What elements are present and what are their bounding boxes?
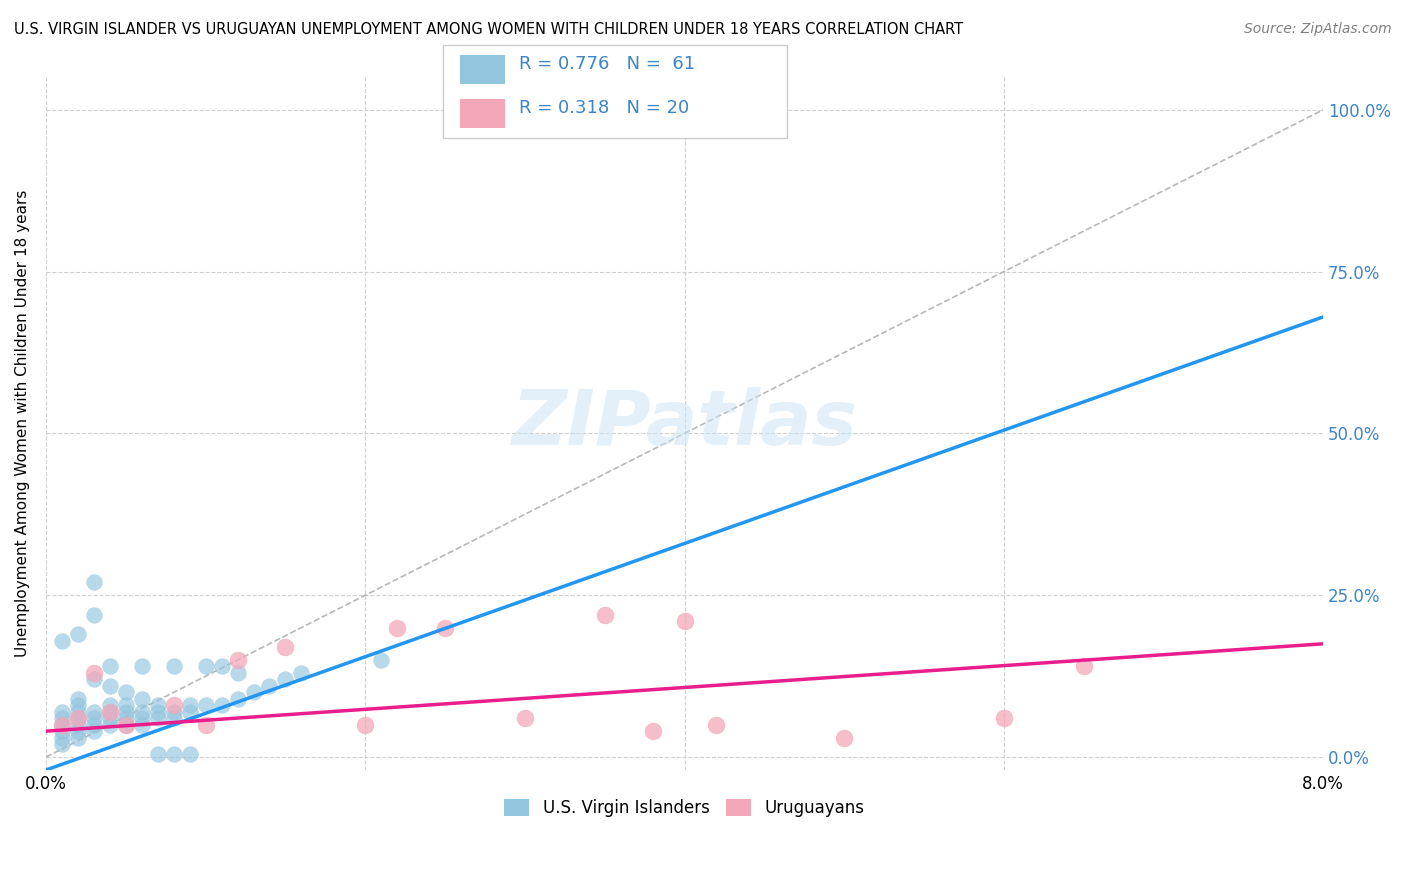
Point <box>194 717 217 731</box>
Point <box>66 711 89 725</box>
Point <box>226 653 249 667</box>
Point <box>993 711 1015 725</box>
Point <box>163 705 186 719</box>
Point <box>385 621 408 635</box>
Point <box>114 698 136 713</box>
Point <box>179 747 201 761</box>
Point <box>163 698 186 713</box>
Text: Source: ZipAtlas.com: Source: ZipAtlas.com <box>1244 22 1392 37</box>
Point <box>513 711 536 725</box>
Point <box>146 698 169 713</box>
Point <box>131 659 153 673</box>
Point <box>354 717 377 731</box>
Point <box>66 698 89 713</box>
Point <box>83 711 105 725</box>
Y-axis label: Unemployment Among Women with Children Under 18 years: Unemployment Among Women with Children U… <box>15 190 30 657</box>
Point <box>114 717 136 731</box>
Point <box>98 705 121 719</box>
Point <box>51 717 73 731</box>
Point <box>98 711 121 725</box>
Point <box>83 607 105 622</box>
Point <box>211 698 233 713</box>
Point <box>179 698 201 713</box>
Point <box>370 653 392 667</box>
Point <box>51 731 73 745</box>
Point <box>66 691 89 706</box>
Point <box>832 731 855 745</box>
Point <box>98 659 121 673</box>
Legend: U.S. Virgin Islanders, Uruguayans: U.S. Virgin Islanders, Uruguayans <box>498 792 872 824</box>
Point <box>66 717 89 731</box>
Point <box>226 691 249 706</box>
Point <box>163 711 186 725</box>
Point <box>259 679 281 693</box>
Point <box>274 673 297 687</box>
Text: ZIPatlas: ZIPatlas <box>512 387 858 461</box>
Point <box>51 717 73 731</box>
Point <box>194 659 217 673</box>
Point <box>83 665 105 680</box>
Point <box>163 747 186 761</box>
Text: R = 0.318   N = 20: R = 0.318 N = 20 <box>519 99 689 117</box>
Point <box>83 724 105 739</box>
Point <box>51 724 73 739</box>
Point <box>98 717 121 731</box>
Point <box>131 705 153 719</box>
Point <box>1073 659 1095 673</box>
Point <box>66 724 89 739</box>
Point <box>673 614 696 628</box>
Point <box>114 711 136 725</box>
Point <box>641 724 664 739</box>
Point <box>114 705 136 719</box>
Point <box>131 711 153 725</box>
Point <box>146 711 169 725</box>
Point <box>114 717 136 731</box>
Point <box>290 665 312 680</box>
Point <box>146 705 169 719</box>
Text: U.S. VIRGIN ISLANDER VS URUGUAYAN UNEMPLOYMENT AMONG WOMEN WITH CHILDREN UNDER 1: U.S. VIRGIN ISLANDER VS URUGUAYAN UNEMPL… <box>14 22 963 37</box>
Point <box>66 705 89 719</box>
Point <box>641 122 664 136</box>
Point <box>179 705 201 719</box>
Point <box>434 621 457 635</box>
Point <box>83 705 105 719</box>
Point <box>66 711 89 725</box>
Point <box>131 717 153 731</box>
Point <box>242 685 264 699</box>
Point <box>274 640 297 654</box>
Point <box>51 711 73 725</box>
Point <box>66 627 89 641</box>
Point <box>51 633 73 648</box>
Point <box>83 673 105 687</box>
Point <box>114 685 136 699</box>
Point <box>163 659 186 673</box>
Point <box>146 747 169 761</box>
Point <box>131 691 153 706</box>
Point <box>51 737 73 751</box>
Point <box>98 705 121 719</box>
Point <box>706 717 728 731</box>
Point <box>226 665 249 680</box>
Point <box>98 679 121 693</box>
Point <box>83 717 105 731</box>
Point <box>98 698 121 713</box>
Point <box>51 705 73 719</box>
Point <box>66 731 89 745</box>
Point <box>83 575 105 590</box>
Point <box>211 659 233 673</box>
Point <box>593 607 616 622</box>
Text: R = 0.776   N =  61: R = 0.776 N = 61 <box>519 55 695 73</box>
Point <box>194 698 217 713</box>
